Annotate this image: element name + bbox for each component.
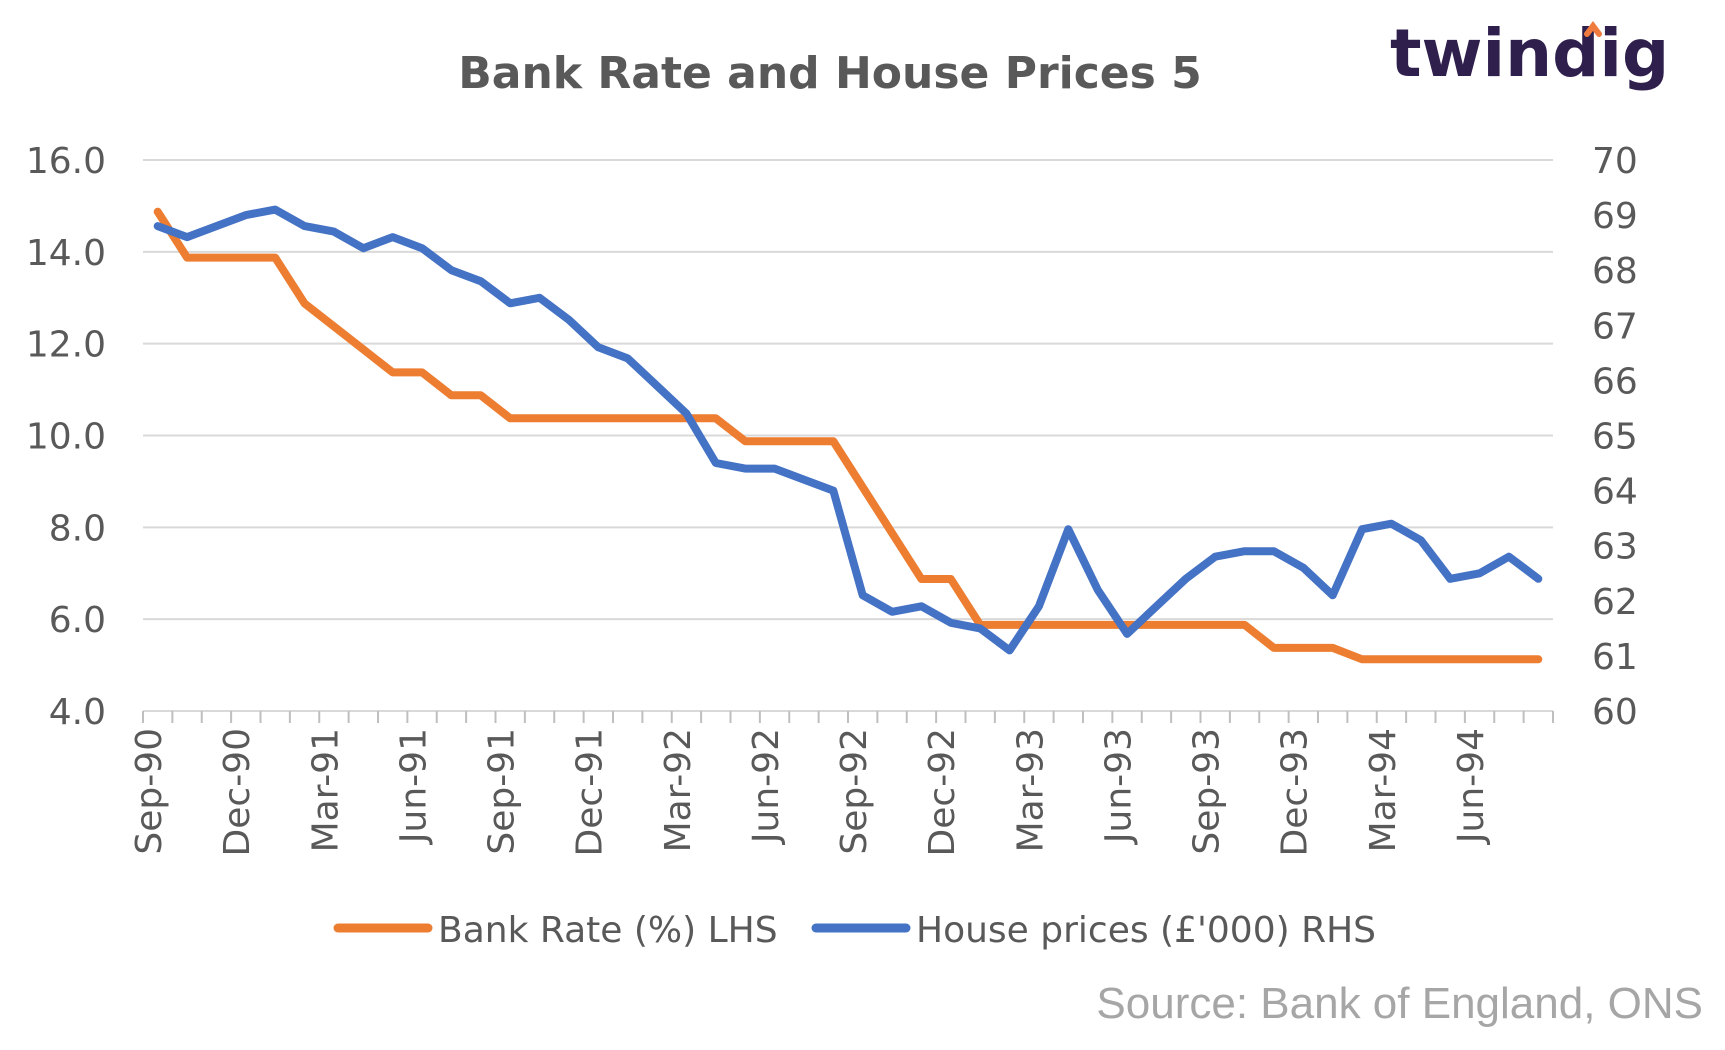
x-axis: Sep-90 Dec-90 Mar-91 Jun-91 Sep-91 Dec-91 Mar-… xyxy=(129,711,1554,856)
x-tick-label: Dec-92 xyxy=(922,728,963,856)
y-axis-right: 70 69 68 67 66 65 64 63 62 61 60 xyxy=(1592,141,1638,733)
y-axis-left: 16.0 14.0 12.0 10.0 8.0 6.0 4.0 xyxy=(26,141,106,733)
x-tick-label: Mar-92 xyxy=(658,728,699,852)
source-note: Source: Bank of England, ONS xyxy=(1096,979,1703,1028)
legend-label-house-prices: House prices (£'000) RHS xyxy=(916,910,1376,951)
y-left-tick-label: 8.0 xyxy=(49,508,106,549)
y-right-tick-label: 68 xyxy=(1592,251,1638,292)
y-right-tick-label: 63 xyxy=(1592,527,1638,568)
y-right-tick-label: 67 xyxy=(1592,306,1638,347)
x-tick-label: Jun-94 xyxy=(1451,728,1492,845)
series-line-bank-rate xyxy=(153,207,1543,664)
x-tick-label: Dec-91 xyxy=(570,728,611,856)
y-right-tick-label: 60 xyxy=(1592,692,1638,733)
logo-accent-mark xyxy=(1584,21,1602,37)
y-right-tick-label: 69 xyxy=(1592,196,1638,237)
x-tick-label: Sep-91 xyxy=(482,728,523,855)
chart-title: Bank Rate and House Prices 5 xyxy=(458,48,1202,99)
twindig-logo: twindig xyxy=(1390,15,1669,92)
y-left-tick-label: 12.0 xyxy=(26,325,106,366)
y-right-tick-label: 70 xyxy=(1592,141,1638,182)
y-left-tick-label: 14.0 xyxy=(26,233,106,274)
y-right-tick-label: 61 xyxy=(1592,637,1638,678)
y-right-tick-label: 65 xyxy=(1592,417,1638,458)
x-tick-label: Mar-91 xyxy=(305,728,346,852)
y-left-tick-label: 10.0 xyxy=(26,417,106,458)
y-left-tick-label: 4.0 xyxy=(49,692,106,733)
x-tick-label: Dec-90 xyxy=(217,728,258,856)
x-tick-label: Sep-90 xyxy=(129,728,170,855)
x-tick-label: Jun-92 xyxy=(746,728,787,845)
legend-label-bank-rate: Bank Rate (%) LHS xyxy=(438,910,778,951)
y-left-tick-label: 6.0 xyxy=(49,600,106,641)
series-line-house-prices xyxy=(153,205,1543,655)
x-tick-label: Jun-91 xyxy=(393,728,434,845)
x-tick-label: Mar-93 xyxy=(1010,728,1051,852)
y-right-tick-label: 66 xyxy=(1592,361,1638,402)
x-tick-label: Dec-93 xyxy=(1275,728,1316,856)
y-right-tick-label: 64 xyxy=(1592,472,1638,513)
logo-text: twindig xyxy=(1390,15,1669,92)
x-tick-label: Sep-93 xyxy=(1187,728,1228,855)
series-lines xyxy=(153,205,1543,664)
y-left-tick-label: 16.0 xyxy=(26,141,106,182)
legend: Bank Rate (%) LHS House prices (£'000) R… xyxy=(333,910,1376,951)
x-tick-label: Jun-93 xyxy=(1098,728,1139,845)
x-tick-label: Mar-94 xyxy=(1363,728,1404,852)
x-tick-label: Sep-92 xyxy=(834,728,875,855)
gridlines xyxy=(143,159,1553,712)
y-right-tick-label: 62 xyxy=(1592,582,1638,623)
